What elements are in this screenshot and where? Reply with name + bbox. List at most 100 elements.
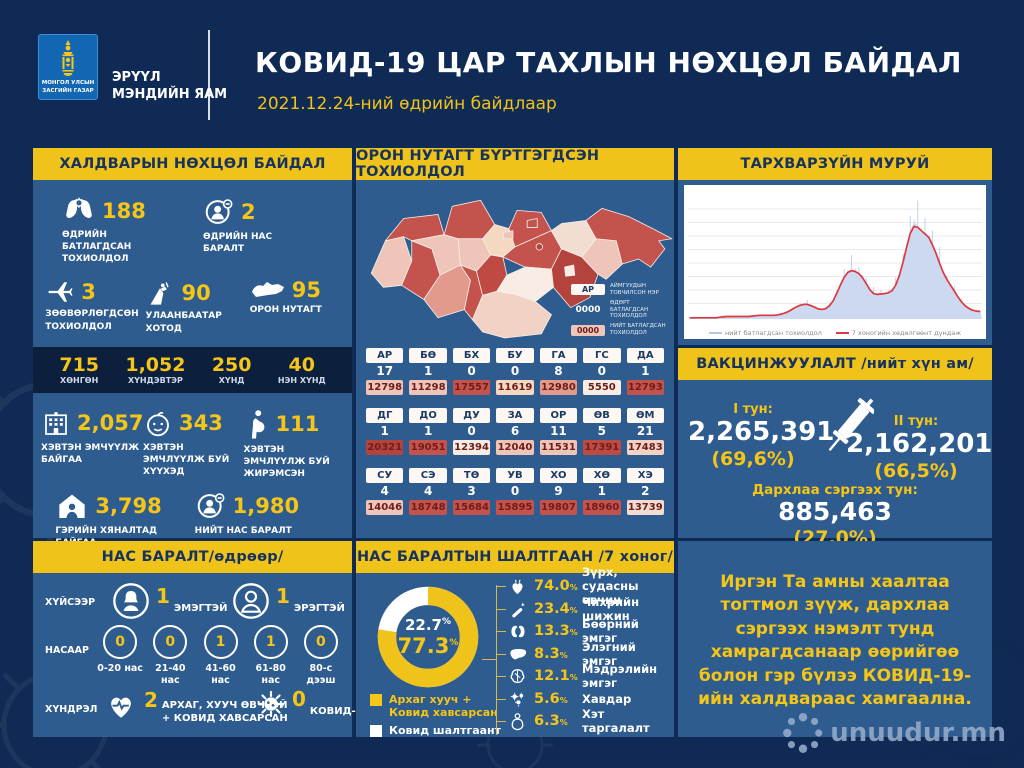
legend-bars: нийт батлагдсан тохиолдол bbox=[708, 329, 822, 337]
map-svg bbox=[370, 199, 673, 339]
province-daily: 0 bbox=[467, 424, 476, 438]
panel-title: НАС БАРАЛТ/өдрөөр/ bbox=[33, 541, 352, 573]
stat-imported: 3 ЗӨӨВӨРЛӨГДСӨН ТОХИОЛДОЛ bbox=[45, 279, 141, 334]
province-cell: ГА 8 12980 bbox=[539, 348, 578, 395]
province-code: ОР bbox=[539, 408, 578, 423]
liver-icon bbox=[510, 649, 527, 660]
booster-label: Дархлаа сэргээх тун: bbox=[752, 482, 918, 498]
stat-label: НИЙТ НАС БАРАЛТ bbox=[194, 526, 292, 537]
cause-row: 6.3% Хэт таргалалт bbox=[496, 707, 670, 735]
panel-title: ТАРХВАРЗҮЙН МУРУЙ bbox=[678, 148, 992, 180]
stat-label: ХЭВТЭН ЭМЧЛҮҮЛЖ БУЙ ЖИРЭМСЭН bbox=[243, 444, 330, 479]
province-daily: 9 bbox=[554, 484, 563, 498]
stat-value: 3,798 bbox=[95, 493, 162, 518]
province-total: 12394 bbox=[452, 440, 491, 455]
gender-female-stat: 1 ЭМЭГТЭЙ bbox=[111, 581, 227, 621]
province-code: ГА bbox=[539, 348, 578, 363]
vaccination-panel: ВАКЦИНЖУУЛАЛТ /нийт хүн ам/ I тун: 2,265… bbox=[678, 348, 993, 549]
province-code: ӨМ bbox=[626, 408, 664, 423]
severity-stat: 715 ХӨНГӨН bbox=[59, 354, 99, 385]
legend-row: 0000 НИЙТ БАТЛАГДСАН ТОХИОЛДОЛ bbox=[571, 323, 668, 337]
donut-svg bbox=[377, 586, 479, 688]
unuudur-logo-icon bbox=[783, 713, 823, 753]
stat-total-deaths: 1,980 НИЙТ НАС БАРАЛТ bbox=[195, 490, 330, 549]
legend-item: Ковид шалтгаант bbox=[370, 724, 514, 738]
province-shape-ГС bbox=[564, 264, 576, 277]
age-group-stat: 0 0-20 нас bbox=[95, 625, 145, 687]
province-code: УВ bbox=[496, 468, 534, 483]
cause-list: 74.0% Зүрх, судасны өвчин 23.4% Чихрийн шиж… bbox=[496, 565, 670, 735]
yellow-swatch bbox=[370, 694, 382, 706]
row-label-gender: ХҮЙСЭЭР bbox=[45, 597, 96, 608]
province-daily: 0 bbox=[467, 364, 476, 378]
bars-swatch bbox=[708, 332, 722, 334]
province-code: ДУ bbox=[452, 408, 491, 423]
province-cell: ДО 1 19051 bbox=[409, 408, 447, 455]
booster-value: 885,463 bbox=[778, 497, 892, 526]
province-daily: 1 bbox=[380, 424, 389, 438]
severity-label: ХҮНД bbox=[218, 375, 245, 385]
stat-daily-confirmed: 188 ӨДРИЙН БАТЛАГДСАН ТОХИОЛДОЛ bbox=[62, 196, 182, 265]
province-code: ТӨ bbox=[452, 468, 491, 483]
severity-label: НЭН ХҮНД bbox=[277, 375, 326, 385]
cause-label: Мэдрэлийн эмгэг bbox=[582, 662, 658, 691]
line-swatch bbox=[835, 332, 849, 334]
province-daily: 5 bbox=[597, 424, 607, 438]
province-shape-ОР bbox=[502, 230, 514, 240]
row-label-age: НАСААР bbox=[45, 645, 89, 656]
stat-label: АРХАГ, ХУУЧ ӨВЧТЭЙ + КОВИД ХАВСАРСАН bbox=[161, 700, 288, 724]
stat-daily-deaths: 2 ӨДРИЙН НАС БАРАЛТ bbox=[203, 196, 323, 265]
bracket-connector bbox=[482, 659, 496, 660]
person-total-death-icon bbox=[197, 493, 225, 519]
dose2-value: 2,162,201 bbox=[846, 429, 993, 459]
virus-icon bbox=[257, 690, 285, 718]
province-cell: ТӨ 3 15684 bbox=[452, 468, 491, 515]
header: МОНГОЛ УЛСЫН ЗАСГИЙН ГАЗАР ЭРҮҮЛ МЭНДИЙН… bbox=[0, 0, 1024, 148]
province-cell: ДА 1 12793 bbox=[626, 348, 664, 395]
booster-stat: Дархлаа сэргээх тун: 885,463 (27,0%) bbox=[678, 482, 992, 549]
legend-label: ӨДӨРТ БАТЛАГДСАН ТОХИОЛДОЛ bbox=[610, 299, 649, 320]
cause-row: 5.6% Хавдар bbox=[496, 688, 670, 711]
age-group-label: 0-20 нас bbox=[97, 663, 143, 674]
watermark: unuudur.mn bbox=[782, 712, 1006, 754]
cause-pct: 13.3% bbox=[534, 623, 578, 640]
age-group-stat: 0 21-40 нас bbox=[145, 625, 195, 687]
province-total: 11619 bbox=[496, 380, 534, 395]
cause-label: Зүрх, судасны өвчин bbox=[582, 565, 639, 608]
covid-pct: 22.7% bbox=[404, 616, 452, 634]
stat-label: ӨДРИЙН БАТЛАГДСАН ТОХИОЛДОЛ bbox=[62, 230, 132, 265]
stat-hospitalized: 2,057 ХЭВТЭН ЭМЧҮҮЛЖ БАЙГАА bbox=[41, 409, 143, 480]
age-group-value: 1 bbox=[203, 625, 238, 659]
obesity-icon bbox=[511, 712, 524, 730]
legend-label: Архаг хууч + Ковид хавсарсан bbox=[389, 693, 498, 720]
province-cell: БУ 0 11619 bbox=[496, 348, 534, 395]
epidemic-curve-chart: нийт батлагдсан тохиолдол 7 хоногийн хөд… bbox=[684, 185, 986, 339]
province-daily: 2 bbox=[641, 484, 650, 498]
curve-svg bbox=[688, 200, 982, 319]
stat-label: ЭРЭГТЭЙ bbox=[293, 602, 345, 614]
severity-strip: 715 ХӨНГӨН 1,052 ХҮНДЭВТЭР 250 ХҮНД 40 НЭН ХҮНД bbox=[33, 346, 352, 393]
dose2-stat: II тун: 2,162,201 (66,5%) bbox=[846, 414, 993, 482]
cause-label: Бөөрний эмгэг bbox=[582, 617, 639, 646]
province-daily: 1 bbox=[423, 424, 433, 438]
cause-row: 74.0% Зүрх, судасны өвчин bbox=[496, 565, 670, 607]
province-total: 12798 bbox=[366, 380, 404, 395]
stat-pregnant: 111 ХЭВТЭН ЭМЧЛҮҮЛЖ БУЙ ЖИРЭМСЭН bbox=[244, 409, 345, 480]
anatomical-heart-icon bbox=[512, 579, 523, 594]
severity-label: ХӨНГӨН bbox=[60, 375, 99, 385]
dose1-label: I тун: bbox=[733, 402, 773, 417]
province-total: 11531 bbox=[539, 440, 578, 455]
lungs-virus-icon bbox=[66, 197, 92, 218]
province-total: 17483 bbox=[626, 440, 664, 455]
donut-legend: Архаг хууч + Ковид хавсарсан Ковид шалтг… bbox=[370, 693, 514, 743]
severity-value: 1,052 bbox=[125, 353, 186, 376]
severity-stat: 250 ХҮНД bbox=[212, 354, 252, 385]
province-cell: УВ 0 15895 bbox=[496, 468, 534, 515]
stat-value: 90 bbox=[181, 280, 211, 305]
cancer-cells-icon bbox=[510, 693, 524, 707]
province-daily: 0 bbox=[510, 364, 520, 378]
monument-icon bbox=[150, 282, 169, 306]
stat-value: 0 bbox=[292, 687, 306, 711]
person-death-icon bbox=[205, 199, 233, 224]
